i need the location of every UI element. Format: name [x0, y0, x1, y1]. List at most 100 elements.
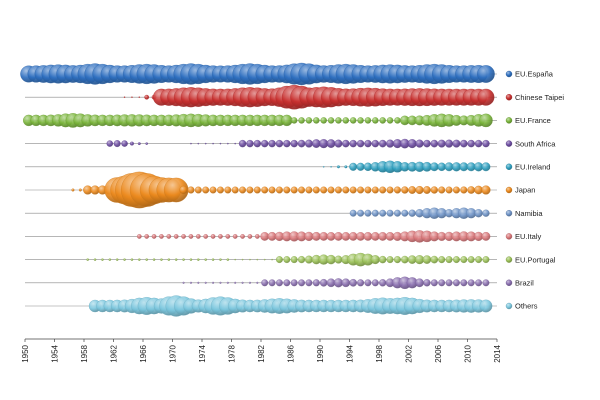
bubble-point — [452, 279, 460, 287]
bubble-point — [304, 255, 313, 264]
bubble-point — [479, 299, 493, 313]
bubble-point — [393, 209, 401, 217]
legend-marker — [505, 233, 513, 240]
bubble-point — [445, 139, 454, 148]
bubble-point — [407, 139, 417, 149]
bubble-point — [378, 232, 388, 241]
bubble-point — [137, 142, 141, 146]
bubble-point — [342, 139, 350, 148]
bubble-point — [372, 117, 379, 124]
bubble-point — [430, 255, 439, 264]
bubble-point — [364, 279, 372, 287]
bubble-point — [151, 234, 157, 239]
bubble-point — [408, 186, 417, 194]
bubble-point — [437, 139, 446, 148]
bubble-point — [322, 166, 325, 168]
bubble-point — [226, 281, 229, 284]
bubble-point — [357, 209, 365, 217]
bubble-point — [305, 117, 313, 124]
bubble-point — [246, 139, 254, 148]
bubble-point — [438, 186, 446, 194]
bubble-point — [260, 232, 270, 241]
bubble-point — [181, 234, 186, 239]
bubble-point — [224, 186, 232, 194]
bubble-point — [202, 186, 210, 194]
bubble-point — [349, 278, 357, 287]
bubble-point — [334, 139, 343, 148]
bubble-point — [349, 186, 357, 194]
bubble-point — [481, 162, 491, 172]
x-tick-label: 2002 — [405, 344, 414, 362]
bubble-point — [216, 186, 224, 194]
bubble-point — [460, 256, 468, 264]
x-tick-label: 1966 — [139, 344, 148, 362]
bubble-point — [320, 186, 328, 194]
bubble-point — [349, 117, 357, 124]
legend-marker — [505, 256, 513, 263]
bubble-point — [452, 186, 460, 194]
bubble-point — [290, 279, 298, 287]
bubble-point — [298, 186, 306, 194]
bubble-point — [357, 186, 365, 194]
bubble-point — [313, 117, 320, 124]
bubble-point — [334, 186, 342, 194]
x-tick-label: 1978 — [228, 344, 237, 362]
bubble-point — [378, 255, 387, 264]
bubble-point — [429, 162, 439, 172]
bubble-point — [319, 232, 329, 241]
bubble-point — [101, 258, 104, 261]
bubble-marks — [20, 62, 495, 317]
bubble-point — [145, 142, 148, 145]
bubble-point — [474, 209, 483, 218]
bubble-point — [423, 279, 431, 287]
bubble-point — [312, 186, 320, 194]
series-bubbles — [349, 207, 490, 219]
series-bubbles — [86, 252, 490, 267]
bubble-point — [271, 258, 273, 261]
bubble-point — [129, 141, 134, 146]
bubble-point — [225, 234, 231, 239]
bubble-point — [115, 258, 119, 261]
bubble-point — [123, 96, 126, 98]
bubble-point — [93, 258, 97, 261]
x-tick-label: 2010 — [464, 344, 473, 362]
x-tick-label: 1986 — [287, 344, 296, 362]
bubble-point — [386, 186, 394, 194]
bubble-point — [415, 278, 424, 288]
bubble-point — [219, 142, 222, 145]
bubble-point — [482, 256, 490, 264]
series-bubbles — [136, 230, 491, 243]
bubble-point — [379, 209, 387, 217]
bubble-point — [275, 279, 283, 287]
x-tick-label: 1958 — [80, 344, 89, 362]
bubble-point — [275, 256, 283, 264]
bubble-point — [261, 139, 269, 148]
bubble-point — [268, 186, 276, 194]
bubble-point — [364, 139, 372, 148]
bubble-point — [326, 232, 336, 241]
bubble-point — [342, 186, 350, 194]
series-bubbles — [23, 113, 493, 128]
x-tick-label: 1954 — [51, 344, 60, 362]
bubble-point — [189, 281, 192, 284]
bubble-point — [281, 114, 293, 127]
bubble-point — [290, 139, 298, 148]
series-bubbles — [88, 295, 493, 317]
bubble-point — [305, 279, 313, 287]
bubble-point — [336, 165, 340, 169]
bubble-point — [261, 279, 269, 287]
bubble-point — [261, 186, 269, 194]
x-tick-label: 1994 — [346, 344, 355, 362]
bubble-point — [256, 258, 259, 261]
bubble-point — [467, 256, 475, 264]
bubble-point — [212, 281, 215, 284]
bubble-point — [460, 186, 468, 194]
bubble-point — [356, 162, 365, 171]
bubble-point — [364, 209, 372, 217]
bubble-point — [197, 281, 200, 284]
bubble-point — [371, 279, 379, 287]
bubble-point — [363, 232, 373, 241]
bubble-point — [445, 279, 453, 287]
bubble-point — [290, 186, 298, 194]
bubble-point — [232, 234, 238, 239]
